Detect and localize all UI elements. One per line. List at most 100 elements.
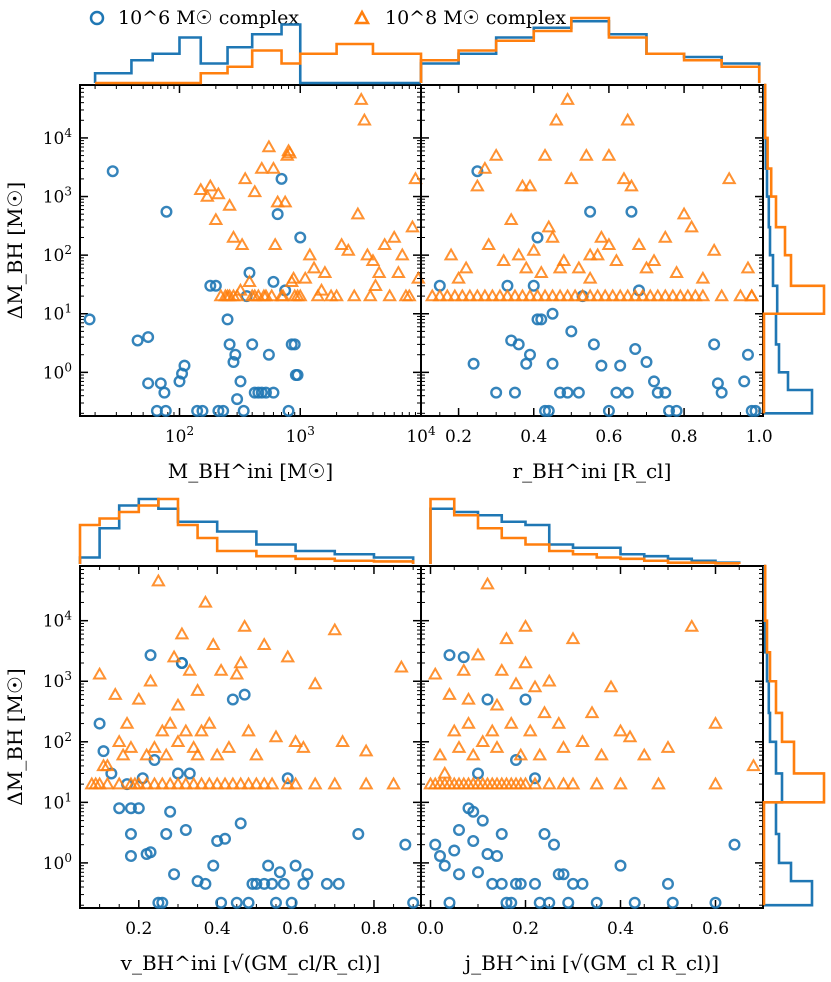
- data-point-circle: [238, 688, 251, 701]
- data-point-triangle: [107, 687, 123, 700]
- data-point-triangle: [199, 188, 215, 202]
- data-point-triangle: [229, 666, 245, 680]
- data-point-triangle: [560, 92, 575, 105]
- data-point-circle: [196, 404, 209, 417]
- data-point-triangle: [579, 147, 594, 161]
- data-point-triangle: [461, 691, 476, 705]
- legend-label-orange: 10^8 M☉ complex: [385, 7, 566, 29]
- data-point-triangle: [537, 288, 553, 302]
- hist-blue: [419, 19, 761, 83]
- data-point-circle: [505, 896, 518, 909]
- data-point-circle: [132, 802, 145, 815]
- data-point-triangle: [208, 212, 224, 226]
- data-point-circle: [258, 877, 271, 890]
- data-point-triangle: [194, 723, 209, 737]
- data-point-triangle: [307, 776, 323, 790]
- data-point-circle: [246, 338, 259, 351]
- data-point-circle: [223, 338, 236, 351]
- data-point-triangle: [178, 776, 194, 790]
- data-point-triangle: [522, 178, 538, 192]
- data-point-triangle: [170, 734, 186, 747]
- data-point-triangle: [237, 618, 252, 632]
- tick-label: 0.4: [607, 919, 634, 939]
- data-point-circle: [275, 172, 288, 185]
- data-point-circle: [297, 877, 310, 890]
- data-point-triangle: [494, 662, 510, 676]
- data-point-triangle: [178, 723, 194, 737]
- data-point-circle: [288, 338, 301, 351]
- data-point-triangle: [680, 288, 696, 302]
- data-point-circle: [561, 386, 574, 399]
- data-point-triangle: [714, 288, 729, 302]
- data-point-circle: [535, 313, 548, 326]
- data-point-triangle: [307, 676, 323, 690]
- data-point-triangle: [447, 288, 463, 302]
- data-point-triangle: [340, 242, 356, 256]
- data-point-circle: [158, 386, 171, 399]
- data-point-triangle: [616, 171, 632, 185]
- data-point-circle: [259, 386, 272, 399]
- data-point-triangle: [213, 662, 229, 676]
- data-point-circle: [565, 325, 578, 338]
- data-point-circle: [434, 850, 447, 863]
- data-point-triangle: [405, 219, 420, 233]
- data-point-triangle: [280, 649, 296, 663]
- data-point-triangle: [358, 776, 374, 790]
- data-point-triangle: [518, 260, 534, 274]
- data-point-triangle: [115, 747, 131, 761]
- data-point-triangle: [612, 288, 628, 302]
- data-point-triangle: [394, 659, 409, 673]
- data-point-circle: [595, 359, 608, 372]
- data-point-triangle: [556, 776, 571, 790]
- data-point-triangle: [624, 178, 639, 192]
- data-point-triangle: [706, 242, 722, 256]
- data-point-circle: [500, 896, 513, 909]
- data-point-circle: [212, 404, 225, 417]
- data-point-triangle: [209, 776, 225, 790]
- data-point-triangle: [657, 229, 673, 243]
- data-point-triangle: [242, 274, 257, 288]
- data-point-triangle: [288, 734, 303, 747]
- data-point-circle: [124, 802, 137, 815]
- data-point-circle: [227, 356, 240, 369]
- data-point-circle: [291, 369, 304, 382]
- data-point-circle: [83, 313, 96, 326]
- hist-orange: [95, 42, 423, 85]
- data-point-triangle: [154, 723, 170, 737]
- data-point-triangle: [545, 288, 560, 302]
- data-point-triangle: [241, 776, 256, 790]
- data-point-circle: [124, 850, 137, 863]
- data-point-triangle: [350, 206, 366, 220]
- data-point-triangle: [532, 747, 548, 761]
- data-point-circle: [229, 348, 242, 361]
- data-point-circle: [262, 348, 275, 361]
- data-point-circle: [508, 386, 521, 399]
- data-point-triangle: [432, 288, 448, 302]
- data-point-triangle: [302, 247, 318, 261]
- data-point-circle: [179, 823, 192, 836]
- data-point-circle: [715, 386, 728, 399]
- data-point-triangle: [552, 288, 568, 302]
- data-point-triangle: [511, 247, 527, 261]
- tick-label: 0.2: [125, 919, 152, 939]
- data-point-circle: [443, 649, 456, 662]
- data-point-triangle: [669, 265, 684, 278]
- data-point-circle: [106, 165, 119, 178]
- data-point-triangle: [584, 705, 600, 719]
- data-point-triangle: [481, 237, 496, 251]
- hist-orange: [762, 83, 826, 414]
- data-point-circle: [443, 896, 456, 909]
- data-point-triangle: [442, 687, 457, 700]
- legend-label-blue: 10^6 M☉ complex: [118, 7, 299, 29]
- data-point-circle: [476, 814, 489, 827]
- data-point-triangle: [222, 197, 237, 211]
- data-point-triangle: [470, 288, 485, 302]
- legend-marker-blue: [89, 10, 105, 26]
- data-point-triangle: [221, 740, 237, 753]
- data-point-circle: [533, 896, 546, 909]
- data-point-circle: [629, 343, 642, 356]
- data-point-circle: [666, 896, 679, 909]
- data-point-triangle: [100, 776, 115, 790]
- data-point-circle: [271, 208, 284, 221]
